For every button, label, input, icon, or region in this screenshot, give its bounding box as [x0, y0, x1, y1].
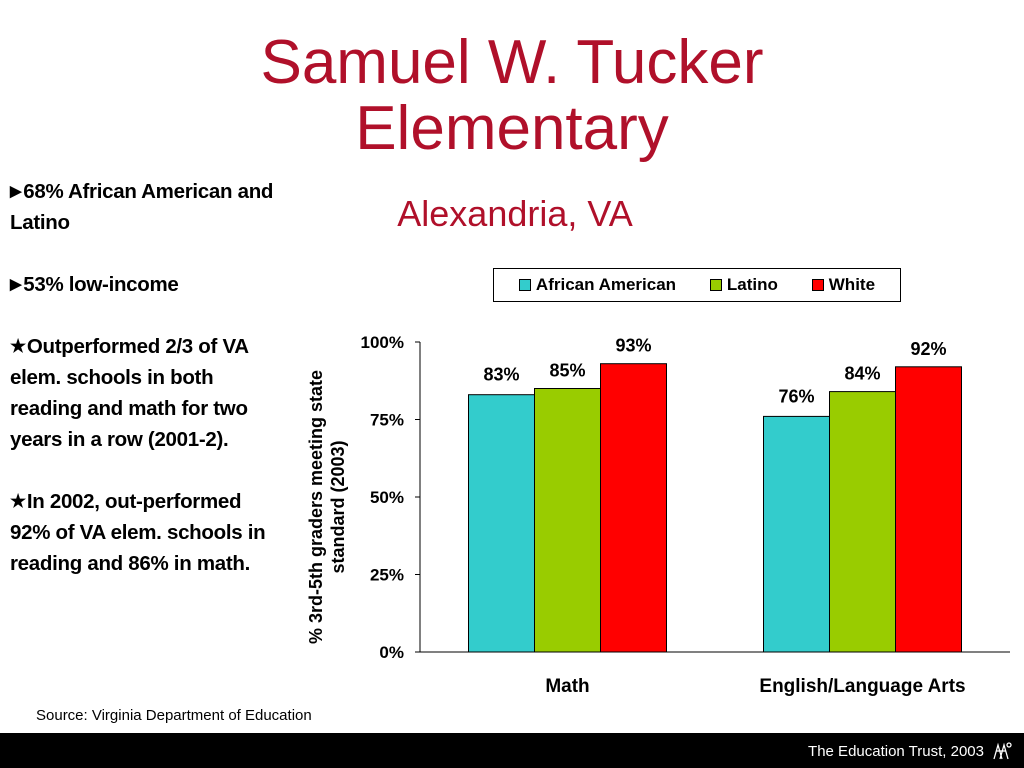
slide-subtitle: Alexandria, VA	[397, 193, 633, 234]
data-label: 93%	[615, 336, 651, 356]
bullet-item: ▶68% African American and Latino	[10, 176, 285, 238]
data-label: 85%	[549, 361, 585, 381]
data-label: 92%	[910, 339, 946, 359]
bar	[829, 391, 896, 653]
bar	[600, 363, 667, 653]
bullet-item: ★Outperformed 2/3 of VA elem. schools in…	[10, 331, 285, 455]
bar	[468, 394, 535, 653]
y-tick-label: 100%	[361, 333, 404, 352]
legend-item: Latino	[709, 275, 778, 295]
source-note: Source: Virginia Department of Education	[36, 707, 312, 724]
legend-label: White	[828, 275, 876, 294]
legend-swatch	[709, 279, 722, 291]
education-trust-logo-icon	[993, 742, 1012, 760]
legend-item: White	[811, 275, 876, 295]
bullet-text: 53% low-income	[23, 273, 179, 296]
title-line-1: Samuel W. Tucker	[260, 28, 764, 97]
bar	[534, 388, 601, 653]
bullet-text: In 2002, out-performed 92% of VA elem. s…	[10, 490, 266, 575]
legend-swatch	[811, 279, 824, 291]
legend-swatch	[518, 279, 531, 291]
chart-legend: African American Latino White	[493, 268, 901, 302]
bullet-text: Outperformed 2/3 of VA elem. schools in …	[10, 335, 249, 451]
y-tick-label: 0%	[379, 643, 404, 662]
y-tick-label: 25%	[370, 566, 404, 585]
bullet-list: ▶68% African American and Latino ▶53% lo…	[10, 176, 285, 610]
legend-label: Latino	[726, 275, 778, 294]
star-icon: ★	[10, 336, 26, 356]
data-label: 84%	[844, 364, 880, 384]
legend-label: African American	[535, 275, 677, 294]
y-tick-label: 50%	[370, 488, 404, 507]
bullet-text: 68% African American and Latino	[10, 180, 274, 234]
x-tick-label: English/Language Arts	[759, 676, 965, 697]
footer-text: The Education Trust, 2003	[808, 743, 984, 760]
bar	[895, 366, 962, 653]
bullet-item: ▶53% low-income	[10, 269, 285, 300]
arrow-right-icon: ▶	[10, 183, 22, 200]
legend-item: African American	[518, 275, 677, 295]
slide-title: Samuel W. Tucker Elementary	[0, 30, 1024, 162]
x-tick-label: Math	[545, 676, 589, 697]
star-icon: ★	[10, 491, 26, 511]
data-label: 83%	[483, 365, 519, 385]
title-line-2: Elementary	[355, 94, 669, 163]
footer-bar: The Education Trust, 2003	[0, 733, 1024, 768]
arrow-right-icon: ▶	[10, 276, 22, 293]
bar	[763, 415, 830, 653]
y-axis-label: % 3rd-5th graders meeting state standard …	[306, 370, 348, 644]
bar-chart: 0% 25% 50% 75% 100% % 3rd-5th graders meeting…	[300, 260, 1024, 710]
chart-canvas: 0% 25% 50% 75% 100% % 3rd-5th graders meeting…	[306, 333, 1010, 697]
bullet-item: ★In 2002, out-performed 92% of VA elem. …	[10, 486, 285, 579]
y-tick-label: 75%	[370, 411, 404, 430]
data-label: 76%	[778, 386, 814, 406]
